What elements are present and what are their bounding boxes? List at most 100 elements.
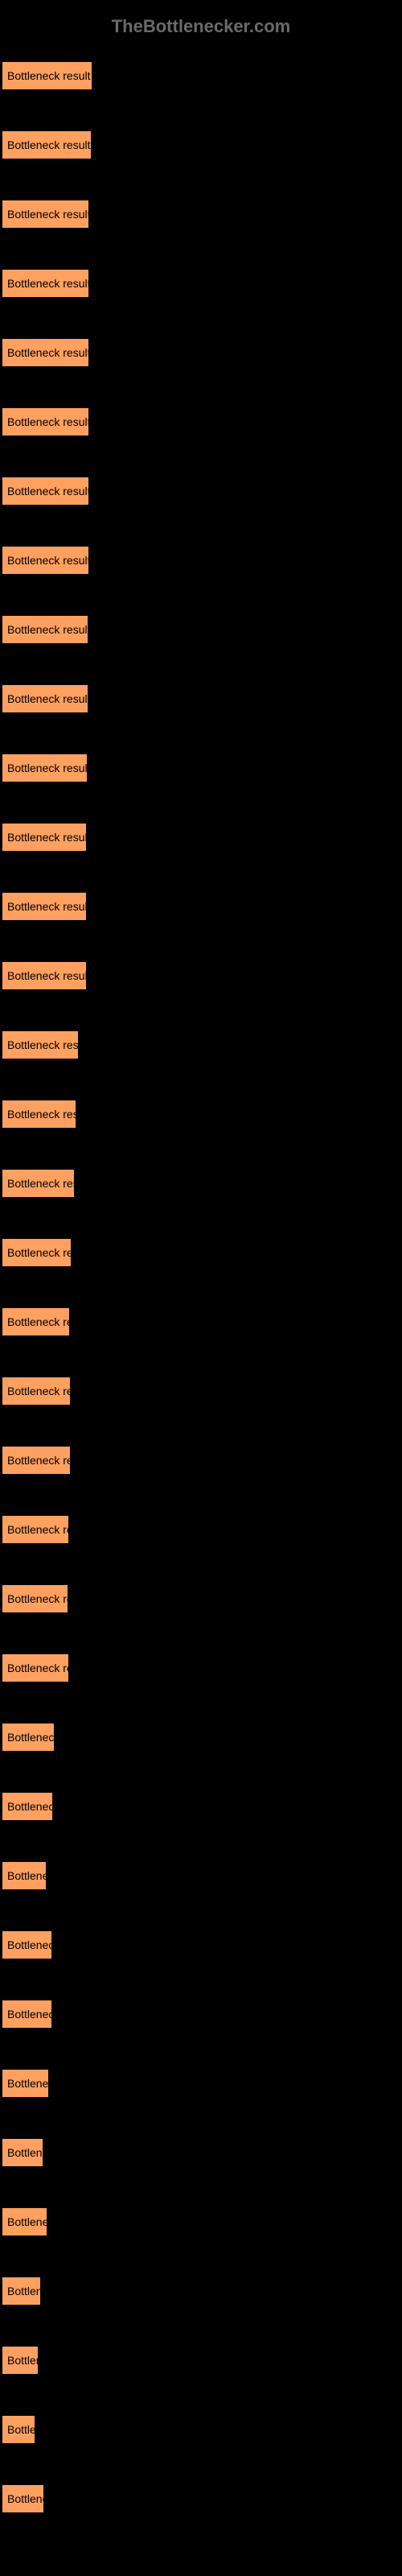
bar-row: Bottleneck result xyxy=(2,477,402,506)
bar-label: Bottleneck result xyxy=(7,346,89,359)
bar-label: Bottleneck result xyxy=(7,831,87,844)
bar-label: Bottleneck result xyxy=(7,2215,47,2228)
bar-label: Bottleneck result xyxy=(7,2285,41,2297)
bar-label: Bottleneck result xyxy=(7,1246,72,1259)
bar-row: Bottleneck result xyxy=(2,1653,402,1682)
bar-row: Bottleneck result xyxy=(2,2415,402,2444)
bar: Bottleneck result xyxy=(2,2415,35,2444)
bar: Bottleneck result xyxy=(2,1238,72,1267)
bar: Bottleneck result xyxy=(2,823,87,852)
bar-row: Bottleneck result xyxy=(2,1515,402,1544)
bar: Bottleneck result xyxy=(2,1584,68,1613)
bar-label: Bottleneck result xyxy=(7,1454,71,1467)
bar: Bottleneck result xyxy=(2,1792,53,1821)
bar-label: Bottleneck result xyxy=(7,1800,53,1813)
bar-label: Bottleneck result xyxy=(7,2146,43,2159)
bar: Bottleneck result xyxy=(2,130,92,159)
bar-row: Bottleneck result xyxy=(2,615,402,644)
bar: Bottleneck result xyxy=(2,892,87,921)
bar: Bottleneck result xyxy=(2,2277,41,2306)
bar-label: Bottleneck result xyxy=(7,415,89,428)
bar-row: Bottleneck result xyxy=(2,892,402,921)
bar-row: Bottleneck result xyxy=(2,2484,402,2513)
bar-label: Bottleneck result xyxy=(7,1315,70,1328)
bar-row: Bottleneck result xyxy=(2,1446,402,1475)
bar-row: Bottleneck result xyxy=(2,2207,402,2236)
bar: Bottleneck result xyxy=(2,338,89,367)
bar-row: Bottleneck result xyxy=(2,338,402,367)
bar: Bottleneck result xyxy=(2,1515,69,1544)
bar-row: Bottleneck result xyxy=(2,753,402,782)
bar: Bottleneck result xyxy=(2,1100,76,1129)
bar-label: Bottleneck result xyxy=(7,277,89,290)
bar-label: Bottleneck result xyxy=(7,485,89,497)
bar-label: Bottleneck result xyxy=(7,692,88,705)
bar: Bottleneck result xyxy=(2,1307,70,1336)
bar-row: Bottleneck result xyxy=(2,1930,402,1959)
bar-row: Bottleneck result xyxy=(2,2138,402,2167)
bar-label: Bottleneck result xyxy=(7,554,89,567)
bar-row: Bottleneck result xyxy=(2,2069,402,2098)
bar: Bottleneck result xyxy=(2,1377,71,1406)
bar-row: Bottleneck result xyxy=(2,1723,402,1752)
bar: Bottleneck result xyxy=(2,2207,47,2236)
bar-label: Bottleneck result xyxy=(7,1731,55,1744)
bar-row: Bottleneck result xyxy=(2,1377,402,1406)
bar: Bottleneck result xyxy=(2,2069,49,2098)
bar: Bottleneck result xyxy=(2,2484,44,2513)
bar: Bottleneck result xyxy=(2,1169,75,1198)
axis-tick xyxy=(92,130,93,163)
bar: Bottleneck result xyxy=(2,1930,52,1959)
bar-row: Bottleneck result xyxy=(2,269,402,298)
bar: Bottleneck result xyxy=(2,2138,43,2167)
bar-label: Bottleneck result xyxy=(7,69,91,82)
bar-row: Bottleneck result xyxy=(2,1238,402,1267)
bar-label: Bottleneck result xyxy=(7,762,88,774)
bar: Bottleneck result xyxy=(2,1861,47,1890)
bar-chart: Bottleneck result Bottleneck result Bottle… xyxy=(0,61,402,2513)
bar-row: Bottleneck result xyxy=(2,2346,402,2375)
bar-row: Bottleneck result xyxy=(2,407,402,436)
bar-row: Bottleneck result xyxy=(2,2277,402,2306)
bar-label: Bottleneck result xyxy=(7,1108,76,1121)
bar: Bottleneck result xyxy=(2,477,89,506)
bar: Bottleneck result xyxy=(2,1446,71,1475)
bar: Bottleneck result xyxy=(2,1653,69,1682)
bar-row: Bottleneck result xyxy=(2,61,402,90)
bar-row: Bottleneck result xyxy=(2,1169,402,1198)
bar-row: Bottleneck result xyxy=(2,1307,402,1336)
bar: Bottleneck result xyxy=(2,61,92,90)
bar: Bottleneck result xyxy=(2,200,89,229)
bar: Bottleneck result xyxy=(2,961,87,990)
bar-row: Bottleneck result xyxy=(2,684,402,713)
bar-row: Bottleneck result xyxy=(2,1861,402,1890)
bar-label: Bottleneck result xyxy=(7,1938,52,1951)
bar-label: Bottleneck result xyxy=(7,900,87,913)
bar-label: Bottleneck result xyxy=(7,1523,69,1536)
bar: Bottleneck result xyxy=(2,684,88,713)
bar: Bottleneck result xyxy=(2,1030,79,1059)
bar-label: Bottleneck result xyxy=(7,2354,39,2367)
bar-row: Bottleneck result xyxy=(2,200,402,229)
bar: Bottleneck result xyxy=(2,407,89,436)
bar: Bottleneck result xyxy=(2,753,88,782)
bar-label: Bottleneck result xyxy=(7,1385,71,1397)
bar-row: Bottleneck result xyxy=(2,130,402,159)
axis-tick xyxy=(93,61,94,93)
bar-row: Bottleneck result xyxy=(2,823,402,852)
bar-label: Bottleneck result xyxy=(7,2008,52,2021)
bar-label: Bottleneck result xyxy=(7,1592,68,1605)
bar-label: Bottleneck result xyxy=(7,1038,79,1051)
bar-label: Bottleneck result xyxy=(7,1869,47,1882)
bar-row: Bottleneck result xyxy=(2,961,402,990)
site-header: TheBottlenecker.com xyxy=(0,16,402,37)
bar-row: Bottleneck result xyxy=(2,1030,402,1059)
bar-label: Bottleneck result xyxy=(7,2492,44,2505)
bar: Bottleneck result xyxy=(2,615,88,644)
bar: Bottleneck result xyxy=(2,546,89,575)
bar-row: Bottleneck result xyxy=(2,1792,402,1821)
bar-label: Bottleneck result xyxy=(7,138,91,151)
bar: Bottleneck result xyxy=(2,2000,52,2029)
bar-row: Bottleneck result xyxy=(2,546,402,575)
bar: Bottleneck result xyxy=(2,269,89,298)
